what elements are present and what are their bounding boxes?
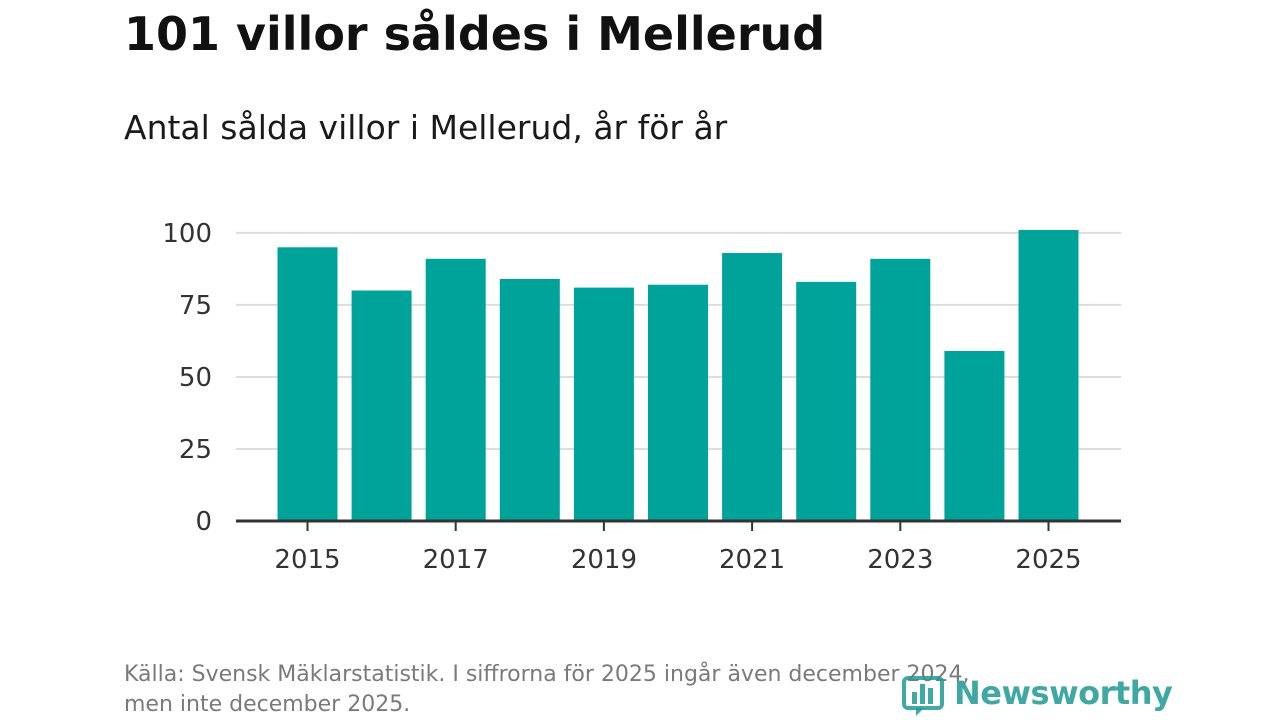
bar-2021 xyxy=(722,253,783,521)
y-tick-label: 50 xyxy=(179,363,212,393)
newsworthy-bar-icon xyxy=(902,676,944,716)
bar-2025 xyxy=(1018,230,1079,521)
y-tick-label: 100 xyxy=(162,219,212,249)
chart-subtitle: Antal sålda villor i Mellerud, år för år xyxy=(124,108,728,147)
x-tick-label: 2023 xyxy=(867,545,933,575)
y-tick-label: 75 xyxy=(179,291,212,321)
x-tick-label: 2017 xyxy=(423,545,489,575)
newsworthy-logo: Newsworthy xyxy=(902,668,1173,718)
tick-labels: 0 25 50 75 100 2015 2017 2019 2021 2023 2025 xyxy=(162,219,1081,575)
bar-2016 xyxy=(351,290,412,521)
x-tick-label: 2025 xyxy=(1015,545,1081,575)
y-tick-label: 25 xyxy=(179,435,212,465)
bar-2022 xyxy=(796,281,857,521)
bar-2024 xyxy=(944,351,1005,521)
source-line-2: men inte december 2025. xyxy=(124,692,411,717)
bar-2018 xyxy=(499,278,560,521)
bar-2015 xyxy=(277,247,338,522)
newsworthy-wordmark: Newsworthy xyxy=(954,674,1173,712)
source-line-1: Källa: Svensk Mäklarstatistik. I siffror… xyxy=(124,662,970,687)
bar-2023 xyxy=(870,258,931,521)
y-tick-label: 0 xyxy=(195,507,212,537)
x-tick-label: 2019 xyxy=(571,545,637,575)
bar-2020 xyxy=(648,284,708,521)
bars xyxy=(277,230,1079,522)
x-tick-label: 2021 xyxy=(719,545,785,575)
source-note: Källa: Svensk Mäklarstatistik. I siffror… xyxy=(124,660,1134,720)
chart-title: 101 villor såldes i Mellerud xyxy=(124,7,826,61)
bar-2017 xyxy=(425,258,486,521)
x-tick-label: 2015 xyxy=(274,545,340,575)
axes xyxy=(236,519,1121,531)
bar-2019 xyxy=(573,287,634,521)
